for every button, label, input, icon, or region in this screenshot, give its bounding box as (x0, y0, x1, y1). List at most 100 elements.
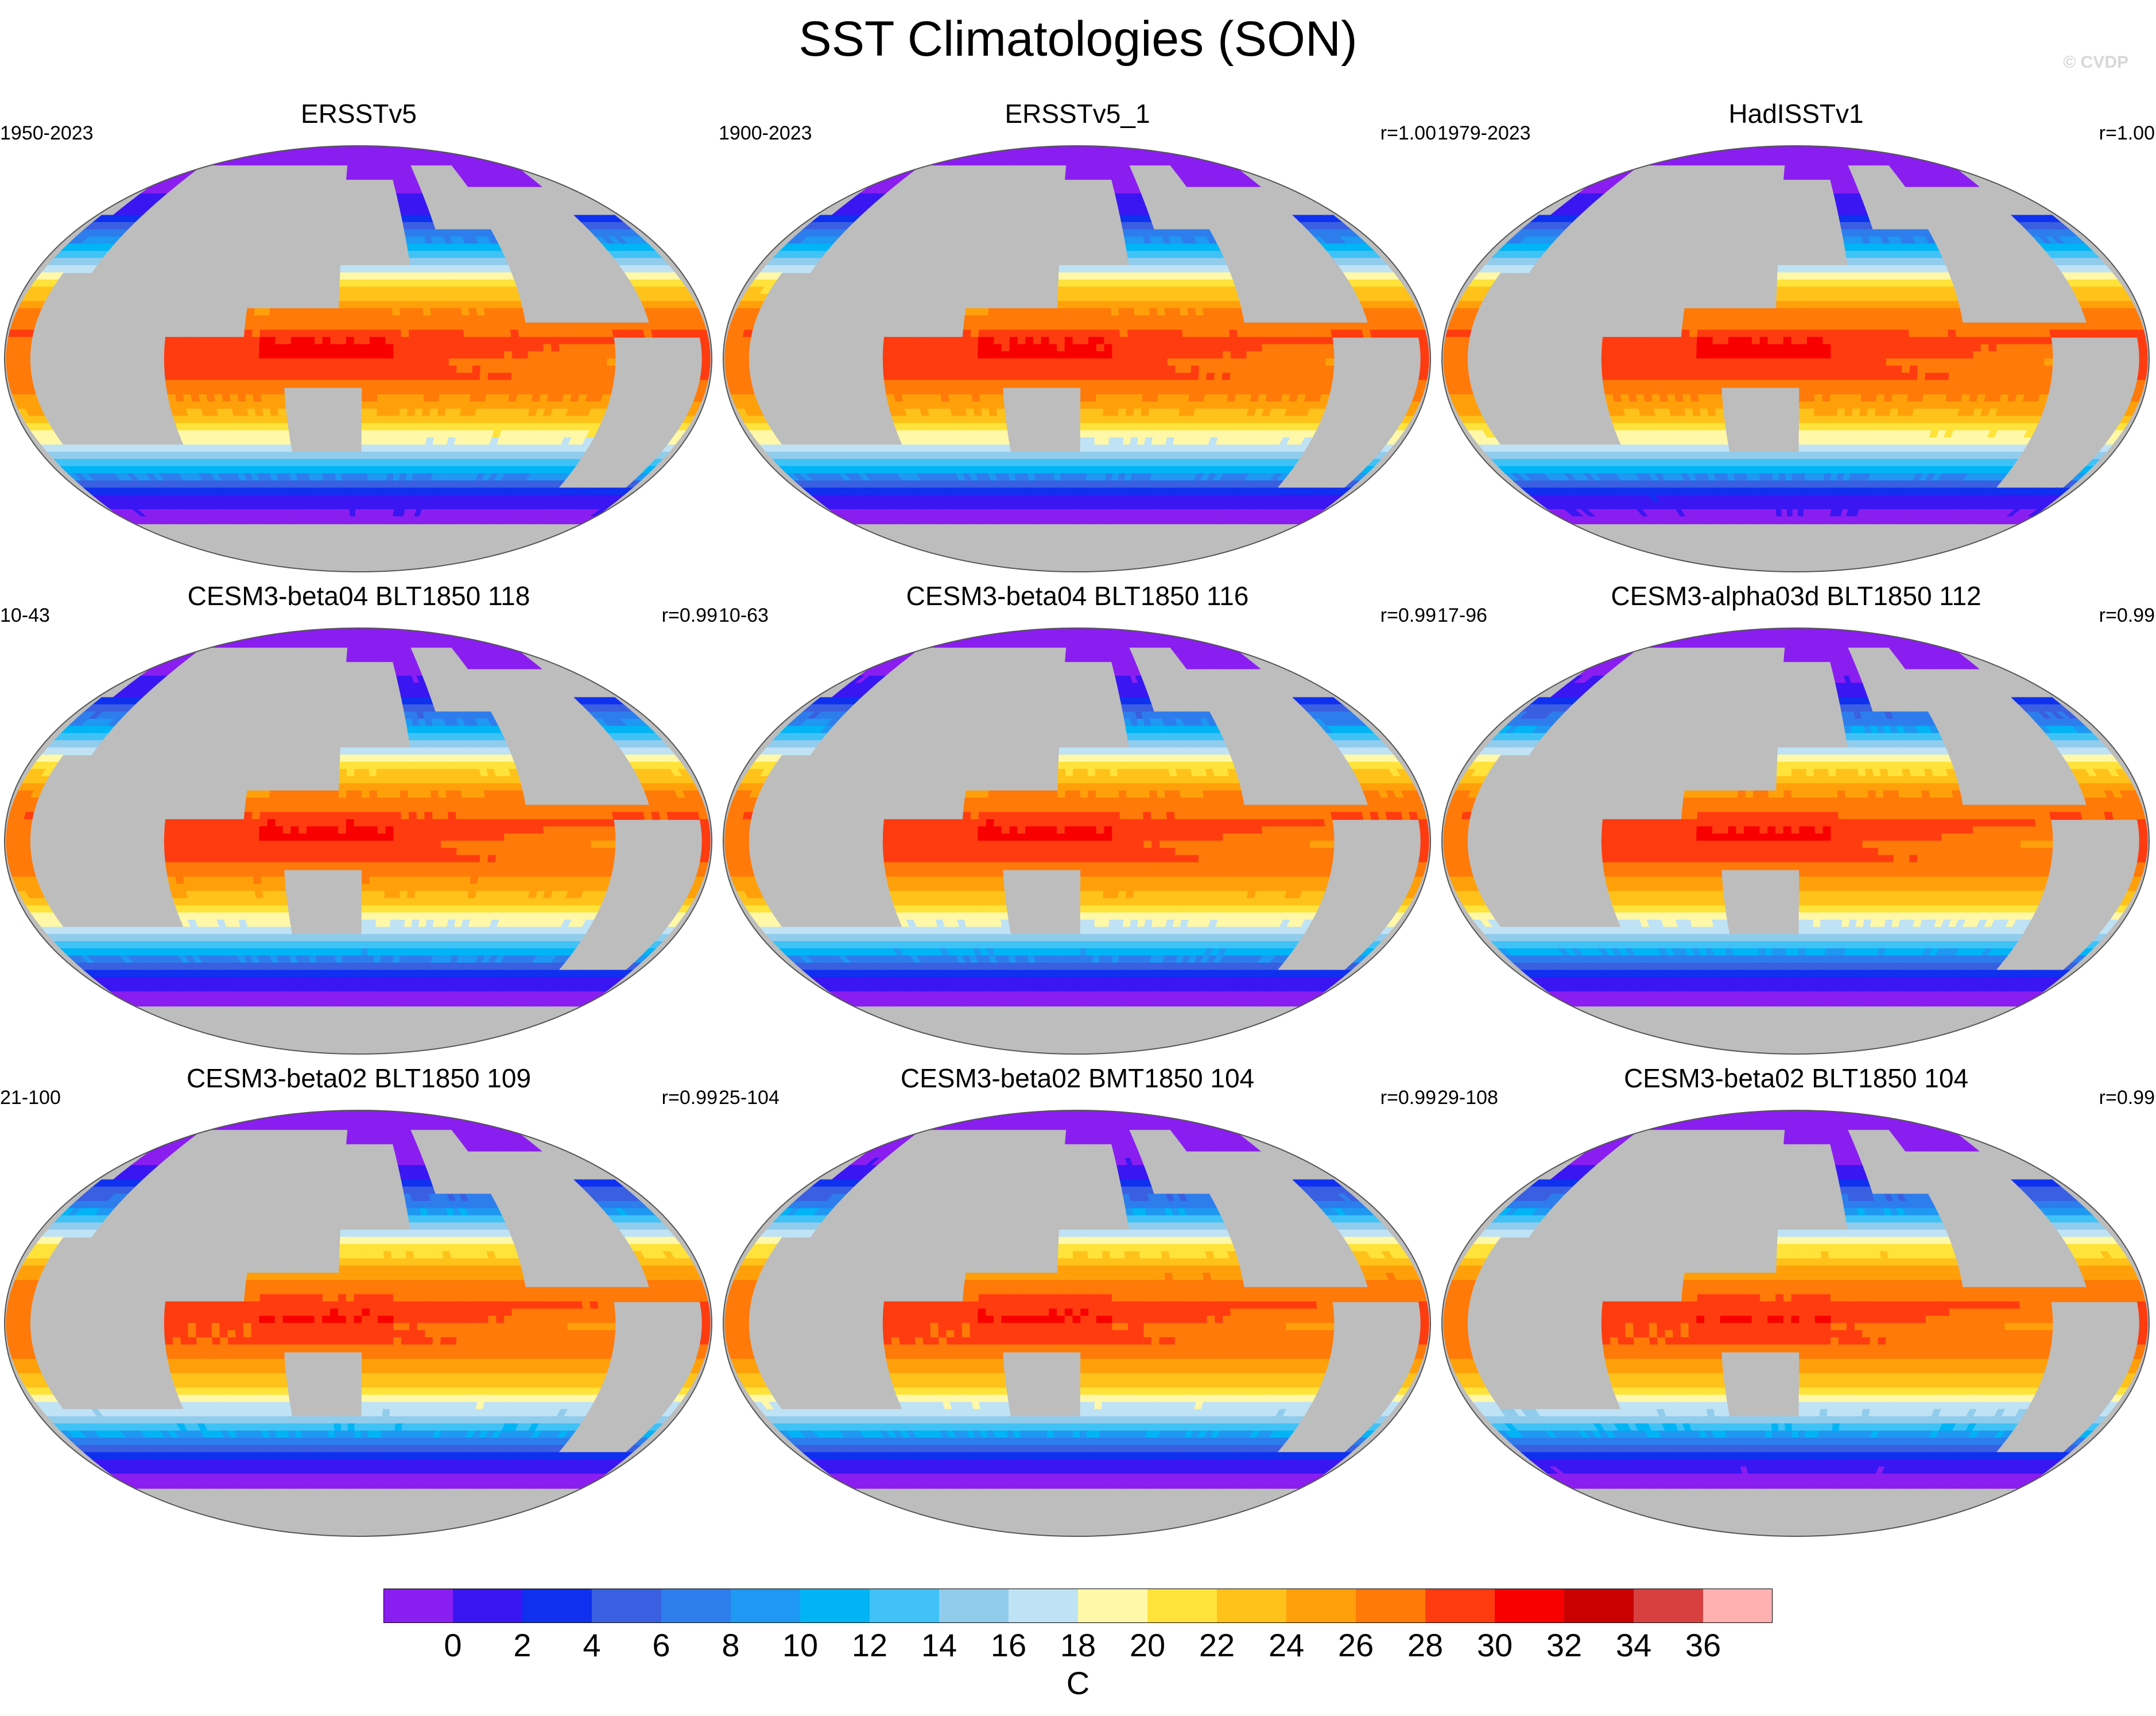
sst-cell (605, 373, 615, 381)
sst-cell (22, 373, 33, 381)
sst-cell (994, 330, 1003, 338)
sst-cell (580, 330, 591, 338)
sst-cell (415, 401, 424, 410)
panel-title: ERSSTv5_1 (719, 98, 1436, 130)
sst-cell (321, 473, 330, 482)
sst-cell (1317, 344, 1327, 353)
sst-cell (1064, 344, 1073, 353)
sst-cell (448, 344, 457, 353)
sst-cell (361, 437, 370, 446)
sst-cell (414, 301, 424, 309)
sst-cell (543, 351, 553, 359)
sst-cell (405, 279, 414, 288)
sst-cell (1316, 373, 1326, 381)
sst-cell (471, 336, 481, 345)
sst-cell (1253, 336, 1263, 345)
sst-cell (390, 437, 399, 446)
sst-cell (1208, 150, 1224, 158)
sst-cell (1293, 344, 1303, 353)
sst-cell (21, 358, 31, 367)
sst-cell (464, 351, 474, 359)
sst-cell (328, 473, 336, 482)
sst-cell (511, 358, 521, 367)
sst-cell (245, 394, 255, 402)
sst-cell (230, 394, 239, 402)
sst-cell (1182, 330, 1192, 338)
sst-cell (464, 336, 473, 345)
sst-cell (1094, 279, 1103, 288)
sst-cell (525, 387, 535, 396)
sst-cell (1237, 373, 1247, 381)
sst-cell (413, 286, 422, 295)
sst-cell (1277, 344, 1287, 353)
sst-cell (882, 351, 892, 359)
sst-cell (1215, 351, 1224, 359)
sst-cell (479, 330, 488, 338)
sst-cell (259, 373, 269, 381)
sst-cell (396, 444, 405, 453)
sst-cell (1133, 408, 1142, 417)
sst-cell (1080, 373, 1089, 381)
sst-cell (1117, 293, 1127, 302)
sst-cell (1093, 451, 1102, 460)
sst-cell (1025, 379, 1034, 388)
sst-cell (914, 365, 924, 374)
sst-cell (566, 373, 576, 381)
sst-cell (742, 379, 753, 388)
sst-cell (417, 373, 426, 381)
sst-cell (463, 330, 473, 338)
sst-cell (971, 322, 980, 331)
sst-cell (511, 365, 521, 374)
sst-cell (236, 379, 246, 388)
sst-cell (932, 394, 943, 402)
sst-cell (1268, 379, 1278, 388)
sst-cell (433, 146, 445, 152)
sst-cell (1057, 286, 1067, 295)
sst-cell (488, 344, 497, 353)
sst-cell (970, 379, 980, 388)
sst-cell (588, 330, 599, 338)
sst-cell (454, 394, 464, 402)
sst-cell (219, 365, 228, 374)
sst-cell (211, 150, 227, 158)
sst-cell (1139, 293, 1149, 302)
sst-cell (361, 408, 370, 417)
sst-cell (1238, 358, 1247, 367)
sst-cell (938, 365, 947, 374)
sst-cell (964, 394, 974, 402)
sst-cell (464, 373, 473, 381)
sst-cell (503, 373, 513, 381)
sst-cell (903, 157, 921, 166)
sst-cell (1103, 394, 1112, 402)
sst-cell (1139, 423, 1149, 431)
sst-cell (1002, 322, 1011, 331)
sst-cell (423, 315, 433, 324)
sst-cell (1215, 150, 1232, 158)
sst-cell (1041, 480, 1050, 489)
sst-cell (1072, 351, 1081, 359)
sst-cell (1087, 437, 1096, 446)
sst-cell (235, 344, 245, 353)
sst-cell (1139, 286, 1149, 295)
sst-cell (1060, 466, 1068, 474)
sst-cell (1067, 473, 1075, 482)
sst-cell (195, 146, 521, 152)
sst-cell (1206, 373, 1216, 381)
sst-cell (507, 150, 525, 158)
sst-cell (1277, 336, 1286, 345)
sst-cell (1111, 315, 1120, 324)
sst-cell (269, 401, 278, 410)
sst-cell (228, 387, 238, 396)
sst-cell (1001, 344, 1010, 353)
sst-cell (339, 293, 348, 302)
sst-cell (274, 344, 284, 353)
sst-cell (443, 146, 456, 152)
sst-cell (1325, 365, 1335, 374)
sst-cell (914, 146, 1240, 152)
sst-cell (478, 322, 488, 331)
sst-cell (437, 408, 447, 417)
sst-cell (227, 358, 236, 367)
sst-cell (267, 379, 277, 388)
sst-cell (354, 336, 363, 345)
sst-cell (292, 308, 301, 316)
